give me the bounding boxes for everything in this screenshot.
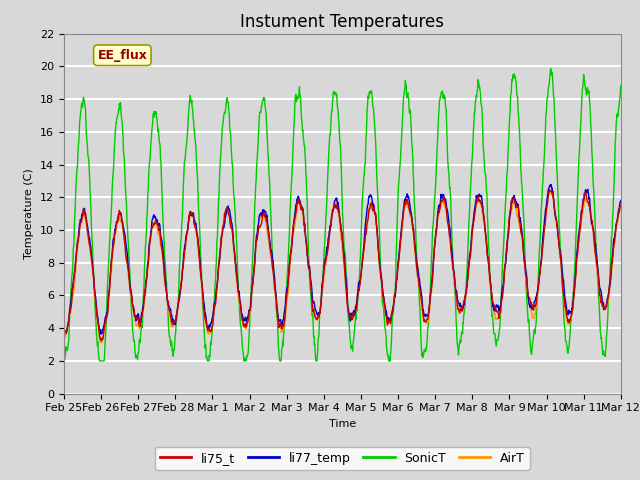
AirT bbox=[126, 290, 134, 296]
li75_t bbox=[126, 287, 134, 292]
li77_temp bbox=[97, 331, 105, 337]
li75_t bbox=[308, 300, 316, 305]
AirT bbox=[60, 332, 68, 337]
li77_temp bbox=[318, 282, 326, 288]
li77_temp bbox=[547, 181, 555, 187]
Y-axis label: Temperature (C): Temperature (C) bbox=[24, 168, 35, 259]
li77_temp bbox=[617, 198, 625, 204]
SonicT bbox=[126, 267, 134, 273]
li75_t bbox=[378, 275, 385, 281]
SonicT bbox=[103, 293, 111, 299]
Line: li77_temp: li77_temp bbox=[64, 184, 621, 334]
li75_t bbox=[617, 203, 625, 208]
li77_temp bbox=[297, 201, 305, 207]
SonicT bbox=[296, 93, 304, 99]
SonicT bbox=[547, 66, 554, 72]
AirT bbox=[97, 340, 105, 346]
li75_t bbox=[60, 329, 68, 335]
li75_t bbox=[104, 312, 111, 317]
SonicT bbox=[308, 305, 316, 311]
li77_temp bbox=[126, 284, 134, 289]
li77_temp bbox=[60, 327, 68, 333]
AirT bbox=[378, 276, 385, 282]
Text: EE_flux: EE_flux bbox=[97, 49, 147, 62]
AirT bbox=[308, 298, 316, 304]
Line: SonicT: SonicT bbox=[64, 69, 621, 361]
AirT bbox=[297, 201, 305, 207]
li77_temp bbox=[104, 307, 111, 313]
li75_t bbox=[546, 187, 554, 193]
AirT bbox=[104, 310, 111, 315]
SonicT bbox=[318, 285, 326, 291]
AirT bbox=[617, 204, 625, 209]
SonicT bbox=[377, 269, 385, 275]
li75_t bbox=[97, 338, 105, 344]
Title: Instument Temperatures: Instument Temperatures bbox=[241, 12, 444, 31]
X-axis label: Time: Time bbox=[329, 419, 356, 429]
li75_t bbox=[297, 204, 305, 210]
li75_t bbox=[318, 286, 326, 291]
SonicT bbox=[617, 83, 625, 88]
Legend: li75_t, li77_temp, SonicT, AirT: li75_t, li77_temp, SonicT, AirT bbox=[155, 447, 530, 469]
AirT bbox=[318, 288, 326, 294]
Line: li75_t: li75_t bbox=[64, 190, 621, 341]
li77_temp bbox=[308, 291, 316, 297]
SonicT bbox=[60, 358, 68, 364]
li77_temp bbox=[378, 272, 385, 278]
Line: AirT: AirT bbox=[64, 191, 621, 343]
AirT bbox=[547, 188, 554, 194]
